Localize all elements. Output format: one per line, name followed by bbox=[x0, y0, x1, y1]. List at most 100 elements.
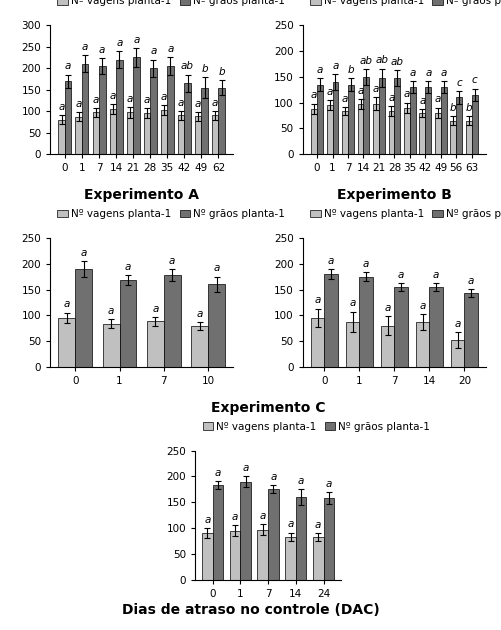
Bar bbox=[311, 318, 325, 367]
Text: a: a bbox=[388, 93, 395, 103]
Bar bbox=[388, 112, 394, 154]
Text: a: a bbox=[270, 472, 277, 482]
Legend: Nº vagens planta-1, Nº grãos planta-1: Nº vagens planta-1, Nº grãos planta-1 bbox=[55, 0, 287, 8]
Text: a: a bbox=[328, 256, 334, 266]
Legend: Nº vagens planta-1, Nº grãos planta-1: Nº vagens planta-1, Nº grãos planta-1 bbox=[308, 0, 501, 8]
Text: a: a bbox=[152, 304, 159, 314]
Text: a: a bbox=[64, 299, 70, 309]
Bar bbox=[65, 81, 71, 154]
Bar bbox=[230, 530, 240, 580]
Bar bbox=[472, 95, 477, 154]
Bar bbox=[435, 113, 441, 154]
Text: a: a bbox=[232, 512, 238, 522]
Text: Dias de atraso no controle (DAC): Dias de atraso no controle (DAC) bbox=[122, 604, 379, 617]
Bar bbox=[348, 84, 354, 154]
Text: a: a bbox=[468, 276, 474, 286]
Bar bbox=[201, 88, 208, 154]
Text: c: c bbox=[456, 78, 462, 88]
Text: a: a bbox=[125, 262, 131, 272]
Text: a: a bbox=[419, 301, 426, 311]
Text: a: a bbox=[213, 263, 220, 273]
Title: Experimento B: Experimento B bbox=[337, 188, 452, 202]
Bar bbox=[258, 530, 268, 580]
Text: a: a bbox=[398, 270, 404, 280]
Text: a: a bbox=[404, 89, 410, 100]
Bar bbox=[456, 98, 462, 154]
Bar bbox=[441, 87, 447, 154]
Text: a: a bbox=[161, 92, 167, 102]
Text: a: a bbox=[59, 102, 65, 112]
Text: a: a bbox=[150, 47, 157, 56]
Bar bbox=[324, 498, 334, 580]
Bar bbox=[127, 112, 133, 154]
Text: a: a bbox=[167, 44, 174, 54]
Bar bbox=[191, 326, 208, 367]
Bar bbox=[373, 103, 379, 154]
Bar bbox=[359, 277, 373, 367]
Bar bbox=[103, 324, 120, 367]
Bar bbox=[133, 57, 140, 154]
Text: a: a bbox=[342, 94, 348, 104]
Bar bbox=[208, 284, 225, 367]
Bar bbox=[110, 109, 116, 154]
Text: a: a bbox=[212, 98, 218, 108]
Text: a: a bbox=[454, 319, 461, 329]
Bar bbox=[167, 66, 174, 154]
Title: Experimento C: Experimento C bbox=[211, 401, 325, 415]
Text: a: a bbox=[178, 98, 184, 108]
Bar bbox=[212, 485, 223, 580]
Text: a: a bbox=[332, 61, 339, 71]
Bar bbox=[429, 287, 443, 367]
Text: a: a bbox=[435, 94, 441, 105]
Bar bbox=[161, 110, 167, 154]
Bar bbox=[451, 340, 464, 367]
Bar bbox=[195, 117, 201, 154]
Text: a: a bbox=[311, 90, 317, 100]
Bar bbox=[99, 66, 106, 154]
Bar bbox=[404, 108, 410, 154]
Bar bbox=[346, 322, 359, 367]
Bar bbox=[82, 64, 89, 154]
Bar bbox=[410, 87, 416, 154]
Text: a: a bbox=[242, 463, 248, 473]
Text: a: a bbox=[315, 520, 322, 530]
Bar bbox=[116, 60, 123, 154]
Bar bbox=[75, 269, 92, 367]
Bar bbox=[184, 83, 191, 154]
Text: a: a bbox=[326, 479, 332, 489]
Bar bbox=[144, 113, 150, 154]
Text: a: a bbox=[93, 95, 99, 105]
Text: a: a bbox=[288, 520, 294, 529]
Bar bbox=[93, 112, 99, 154]
Bar bbox=[450, 120, 456, 154]
Text: ab: ab bbox=[391, 57, 404, 67]
Text: a: a bbox=[65, 61, 71, 71]
Legend: Nº vagens planta-1, Nº grãos planta-1: Nº vagens planta-1, Nº grãos planta-1 bbox=[55, 207, 287, 221]
Bar bbox=[268, 490, 279, 580]
Text: a: a bbox=[315, 295, 321, 306]
Bar bbox=[212, 115, 218, 154]
Bar bbox=[147, 321, 164, 367]
Text: b: b bbox=[450, 103, 457, 113]
Text: a: a bbox=[433, 270, 439, 280]
Text: b: b bbox=[218, 67, 225, 77]
Text: ab: ab bbox=[360, 56, 373, 66]
Bar bbox=[218, 88, 225, 154]
Bar bbox=[425, 87, 431, 154]
Text: b: b bbox=[348, 65, 354, 75]
Bar bbox=[317, 84, 323, 154]
Legend: Nº vagens planta-1, Nº grãos planta-1: Nº vagens planta-1, Nº grãos planta-1 bbox=[200, 420, 432, 434]
Text: a: a bbox=[214, 468, 221, 478]
Text: a: a bbox=[76, 99, 82, 109]
Bar bbox=[296, 497, 306, 580]
Text: a: a bbox=[133, 35, 140, 45]
Text: a: a bbox=[81, 248, 87, 258]
Text: a: a bbox=[127, 94, 133, 104]
Bar bbox=[76, 117, 82, 154]
Text: a: a bbox=[363, 260, 369, 269]
Legend: Nº vagens planta-1, Nº grãos planta-1: Nº vagens planta-1, Nº grãos planta-1 bbox=[308, 207, 501, 221]
Bar bbox=[342, 112, 348, 154]
Bar bbox=[327, 105, 333, 154]
Bar bbox=[150, 68, 157, 154]
Bar bbox=[325, 274, 338, 367]
